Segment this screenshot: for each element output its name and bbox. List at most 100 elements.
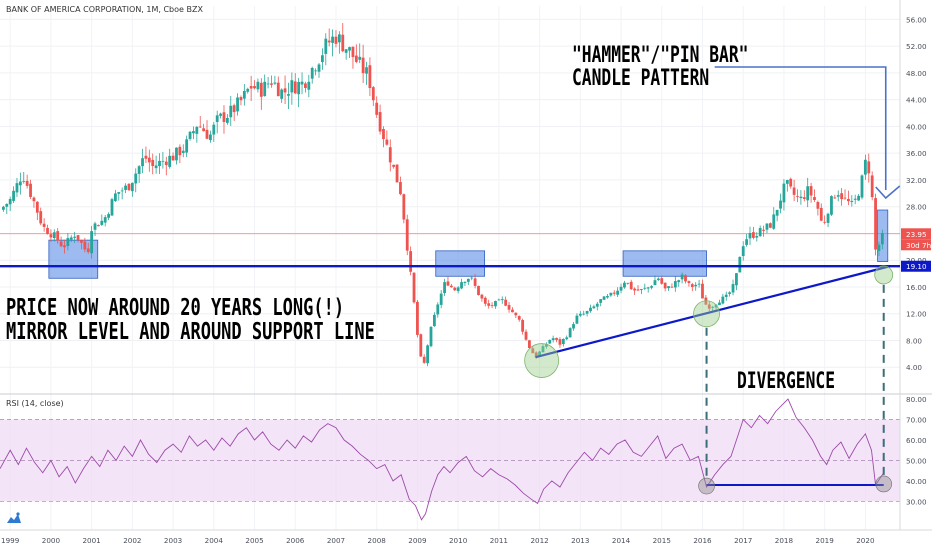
candle [39, 207, 43, 226]
candle-body [147, 157, 151, 163]
candle-body [816, 201, 820, 209]
candle-body [280, 89, 284, 99]
candle [633, 287, 637, 295]
candle-body [225, 117, 229, 123]
candle-body [273, 82, 277, 84]
candle [409, 246, 413, 276]
candle [22, 171, 26, 184]
candle-body [511, 309, 514, 313]
hammer-callout-line [714, 66, 887, 190]
candle [853, 194, 857, 205]
candle-body [728, 292, 732, 294]
candle [507, 301, 511, 313]
candle-body [103, 217, 107, 223]
candle-body [446, 281, 450, 286]
candle [653, 275, 657, 286]
candle-body [168, 155, 172, 167]
candle [687, 280, 691, 287]
candle [141, 148, 144, 174]
candle-body [500, 299, 504, 301]
candle-body [242, 90, 246, 99]
candle-body [80, 240, 83, 243]
candle-body [514, 312, 518, 316]
candle-body [602, 296, 606, 300]
candle [561, 338, 565, 347]
candle-body [270, 83, 273, 85]
candle-body [236, 97, 239, 112]
candle [762, 225, 765, 237]
candle [56, 228, 60, 244]
candle [857, 194, 860, 201]
candle [439, 290, 443, 309]
candle [178, 144, 182, 164]
candle-body [802, 197, 806, 199]
candle [222, 105, 226, 134]
candle [354, 44, 358, 64]
price-tick-label: 12.00 [906, 310, 927, 319]
candle-body [755, 236, 759, 238]
candle-body [97, 225, 100, 227]
candle [860, 174, 864, 200]
candle-body [650, 286, 653, 288]
candle [612, 290, 616, 296]
candle-body [290, 80, 294, 93]
time-tick-label: 2010 [449, 536, 468, 545]
candle-body [466, 278, 470, 282]
candle [83, 237, 87, 253]
time-tick-label: 2018 [775, 536, 794, 545]
candle [863, 154, 867, 180]
candle [263, 74, 267, 97]
candle [483, 296, 487, 307]
candle-body [385, 139, 389, 145]
candle-body [809, 186, 813, 196]
candle [270, 75, 273, 88]
candle-body [137, 166, 141, 174]
candle-body [606, 296, 609, 298]
candle-body [429, 326, 433, 347]
time-tick-label: 2006 [286, 536, 305, 545]
candle-body [188, 131, 192, 139]
candle-body [724, 294, 728, 297]
candle [80, 239, 83, 250]
candle-body [283, 88, 287, 93]
candle [453, 286, 457, 292]
candle [711, 305, 715, 312]
candle [97, 224, 100, 227]
tradingview-logo-icon[interactable] [6, 511, 22, 525]
candle [768, 222, 772, 229]
candle [565, 335, 569, 341]
candle [151, 153, 155, 175]
candle [802, 190, 806, 202]
candle [185, 135, 189, 158]
candle [327, 28, 331, 47]
candle-body [853, 198, 857, 200]
candle [334, 30, 338, 48]
candle-body [395, 164, 399, 183]
candle [124, 183, 127, 194]
support-trendline [535, 265, 891, 359]
candle-body [592, 306, 596, 309]
candle [833, 194, 837, 199]
candle-body [629, 281, 633, 290]
mirror-zone-box-1 [48, 239, 99, 279]
candle [205, 120, 209, 140]
candle [517, 315, 521, 322]
candle [548, 339, 552, 345]
candle-body [249, 86, 253, 89]
candle [673, 276, 677, 292]
candle-body [320, 55, 324, 63]
candle [497, 298, 501, 301]
candle [314, 68, 318, 76]
candle [847, 190, 850, 206]
candle-body [619, 286, 623, 291]
candle-body [32, 197, 36, 202]
countdown-badge-bg [901, 239, 931, 251]
price-tick-label: 40.00 [906, 122, 927, 131]
candle-body [711, 306, 715, 308]
candle [344, 49, 348, 60]
candle-body [490, 305, 494, 306]
candle-body [667, 286, 670, 289]
candle-body [93, 223, 97, 230]
candle-body [368, 65, 372, 89]
